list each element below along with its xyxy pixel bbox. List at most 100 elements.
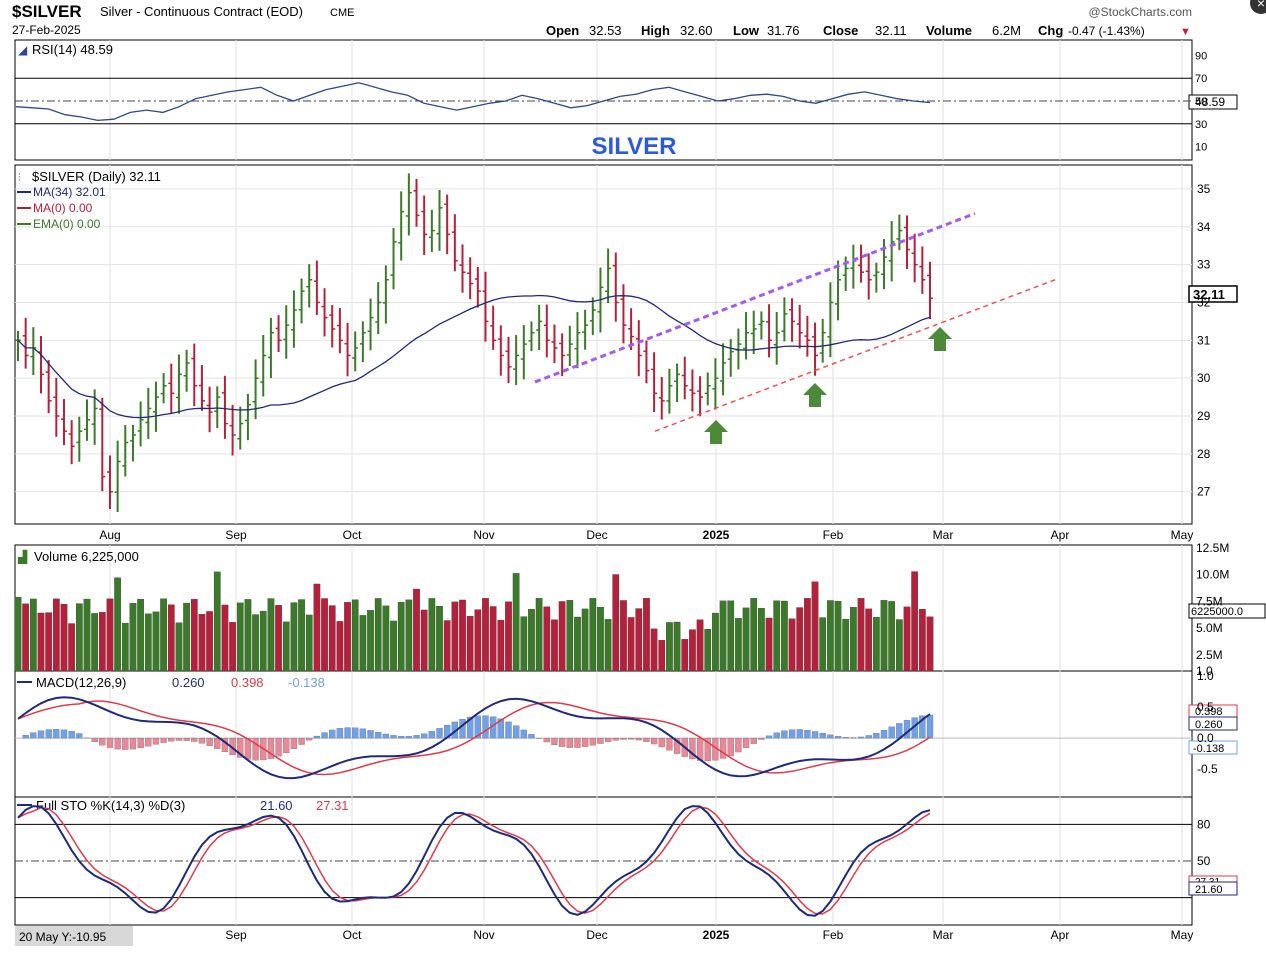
brand-label: @StockCharts.com [1088, 5, 1192, 19]
volume-bar [61, 604, 67, 671]
volume-panel: ▟ Volume 6,225,000 [17, 549, 139, 564]
volume-bar [321, 598, 327, 671]
macd-histogram-bar [781, 731, 787, 738]
x-tick-label: 2025 [703, 528, 730, 542]
x-tick-label: Mar [933, 528, 954, 542]
volume-bar [697, 620, 703, 671]
volume-bar [260, 611, 266, 671]
volume-bar [375, 598, 381, 671]
volume-bar [168, 605, 174, 671]
volume-y-tick: 10.0M [1196, 568, 1229, 582]
x-tick-label: Dec [586, 928, 607, 942]
volume-bar [38, 613, 44, 671]
macd-histogram-bar [375, 732, 381, 738]
macd-y-tick: 0.5 [1197, 700, 1214, 714]
macd-histogram-bar [345, 728, 351, 739]
macd-histogram-bar [866, 735, 872, 738]
volume-bar [153, 612, 159, 671]
macd-histogram-bar [460, 719, 466, 738]
macd-histogram-bar [115, 738, 121, 749]
x-tick-label: Apr [1051, 928, 1070, 942]
volume-bar [659, 640, 665, 671]
macd-legend-v2: 0.398 [231, 675, 264, 690]
macd-legend-prefix: MACD(12,26,9) [36, 675, 126, 690]
volume-bar [337, 621, 343, 671]
macd-histogram-bar [574, 738, 580, 747]
macd-histogram-bar [613, 738, 619, 740]
volume-bar [84, 599, 90, 671]
high-label: High [641, 23, 670, 38]
macd-histogram-bar [253, 738, 259, 760]
sto-tag-k: 21.60 [1195, 884, 1223, 896]
volume-bar [597, 607, 603, 671]
macd-histogram-bar [659, 738, 665, 747]
volume-label: Volume [926, 23, 972, 38]
price-y-tick: 28 [1197, 447, 1211, 461]
macd-histogram-bar [437, 728, 443, 738]
macd-histogram-bar [743, 738, 749, 748]
volume-bar [766, 618, 772, 671]
volume-bar [222, 605, 228, 671]
macd-y-tick: 0.0 [1197, 731, 1214, 745]
volume-bar [720, 601, 726, 671]
volume-bar [689, 630, 695, 671]
macd-histogram-bar [544, 738, 550, 742]
low-label: Low [733, 23, 760, 38]
price-legend-ema0: EMA(0) 0.00 [33, 217, 101, 231]
volume-y-tick: 2.5M [1196, 648, 1223, 662]
price-y-tick: 32 [1197, 295, 1211, 309]
volume-bar [268, 599, 274, 671]
volume-bar [229, 622, 235, 671]
chg-arrow-icon: ▼ [1180, 26, 1191, 38]
macd-histogram-bar [306, 738, 312, 740]
ohlc-summary: Open 32.53 High 32.60 Low 31.76 Close 32… [546, 23, 1191, 38]
volume-bar [735, 618, 741, 671]
volume-bar [421, 610, 427, 671]
green-up-arrow-icon [704, 420, 728, 444]
macd-histogram-bar [735, 738, 741, 752]
macd-histogram-bar [528, 734, 534, 738]
volume-bar [758, 608, 764, 671]
volume-bar [536, 598, 542, 671]
macd-histogram-bar [53, 729, 59, 738]
volume-bar [574, 617, 580, 671]
close-label: Close [823, 23, 858, 38]
macd-histogram-bar [92, 738, 98, 742]
rsi-y-tick: 50 [1195, 96, 1207, 108]
chg-label: Chg [1038, 23, 1063, 38]
volume-bar [712, 613, 718, 671]
macd-y-tick: -0.5 [1197, 762, 1218, 776]
price-legend-ma: MA(34) 32.01 [33, 185, 106, 199]
volume-bar [482, 598, 488, 671]
high-value: 32.60 [680, 23, 713, 38]
macd-histogram-bar [597, 738, 603, 743]
macd-histogram-bar [766, 736, 772, 738]
green-up-arrow-icon [928, 327, 952, 351]
volume-bar [528, 609, 534, 671]
close-value: 32.11 [875, 23, 907, 38]
volume-bar [505, 602, 511, 671]
macd-histogram-bar [283, 738, 289, 753]
volume-bar [390, 621, 396, 671]
volume-bar [206, 611, 212, 671]
sto-panel: Full STO %K(14,3) %D(3) 21.60 27.31 [17, 798, 349, 813]
ma34-line [18, 296, 930, 418]
volume-bar [145, 614, 151, 671]
volume-bar [674, 622, 680, 671]
volume-bar [360, 615, 366, 671]
volume-bar [252, 615, 258, 671]
low-value: 31.76 [767, 23, 800, 38]
symbol-title: $SILVER [12, 2, 82, 21]
macd-histogram-bar [122, 738, 128, 749]
macd-histogram-bar [130, 738, 136, 749]
x-tick-label: Oct [343, 528, 362, 542]
macd-histogram-bar [429, 731, 435, 738]
volume-bar [858, 598, 864, 671]
macd-histogram-bar [628, 738, 634, 739]
volume-bar [804, 598, 810, 671]
x-tick-label: Apr [1051, 528, 1070, 542]
rsi-legend: RSI(14) 48.59 [32, 42, 113, 57]
sto-legend-prefix: Full STO %K(14,3) %D(3) [36, 798, 185, 813]
grid-lines [15, 40, 1192, 925]
macd-histogram-bar [214, 738, 220, 749]
